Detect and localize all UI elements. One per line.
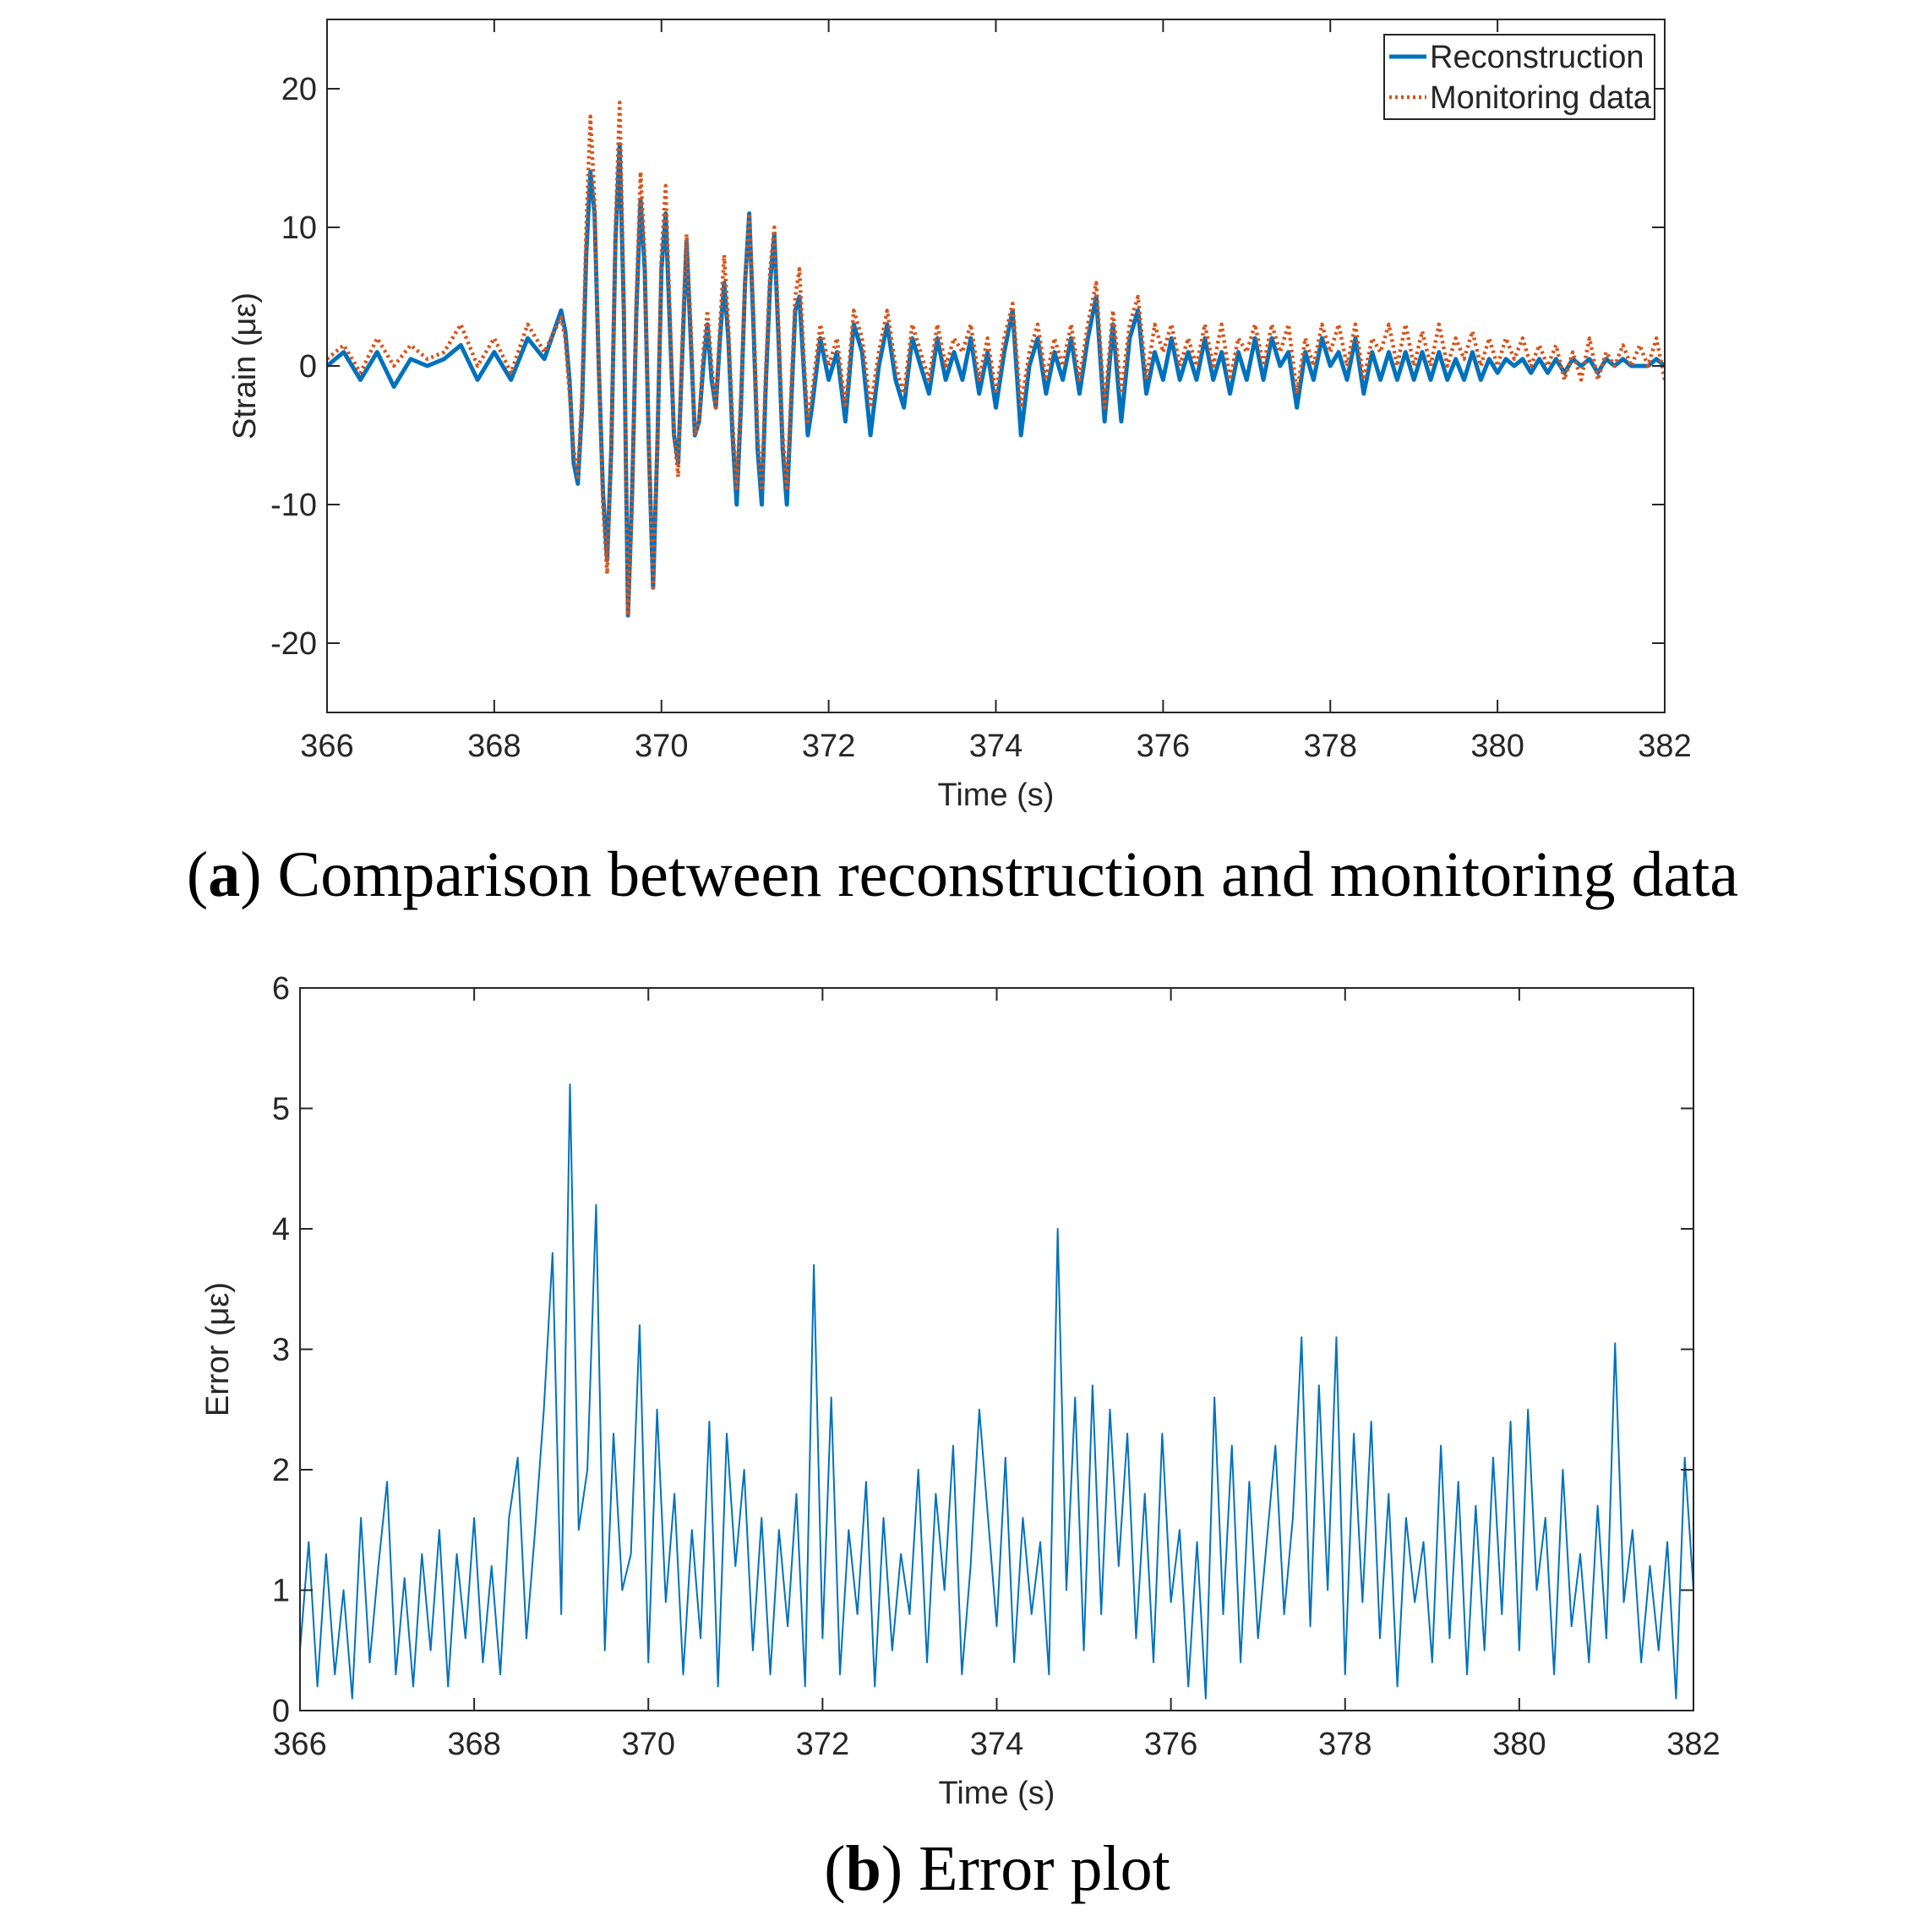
x-tick-label: 382 [1666, 1727, 1720, 1762]
y-tick-label: 0 [272, 1694, 290, 1729]
x-tick-label: 378 [1318, 1727, 1371, 1762]
x-tick-label: 370 [635, 729, 688, 764]
caption-b: (b) Error plot [824, 1833, 1170, 1904]
legend-box [1383, 34, 1655, 120]
y-tick-label: 5 [272, 1092, 290, 1127]
caption-label: a [208, 839, 240, 910]
caption-text: Error plot [919, 1833, 1170, 1904]
x-tick-label: 378 [1304, 729, 1357, 764]
plot-area [327, 19, 1665, 712]
x-tick-label: 380 [1492, 1727, 1546, 1762]
x-tick-label: 374 [970, 1727, 1023, 1762]
x-tick-label: 372 [802, 729, 855, 764]
data-line [327, 142, 1665, 618]
legend-label: Reconstruction [1430, 40, 1644, 75]
x-axis-label: Time (s) [939, 1776, 1055, 1811]
x-tick-label: 382 [1638, 729, 1691, 764]
x-tick-label: 380 [1470, 729, 1524, 764]
y-tick-label: 3 [272, 1333, 290, 1368]
legend-label: Monitoring data [1430, 80, 1652, 116]
data-line [327, 101, 1665, 618]
caption-label: b [846, 1833, 881, 1904]
caption-a: (a) Comparison between reconstruction an… [187, 839, 1738, 910]
x-tick-label: 368 [467, 729, 521, 764]
y-tick-label: 0 [299, 349, 317, 385]
y-tick-label: 4 [272, 1212, 290, 1247]
x-tick-label: 366 [273, 1727, 326, 1762]
y-tick-label: -10 [270, 488, 317, 523]
x-tick-label: 368 [447, 1727, 500, 1762]
caption-text: Comparison between reconstruction and mo… [278, 839, 1739, 910]
y-tick-label: 2 [272, 1453, 290, 1488]
y-axis-label: Error (με) [200, 1282, 236, 1416]
y-tick-label: 6 [272, 971, 290, 1007]
x-tick-label: 370 [622, 1727, 675, 1762]
plot-area [300, 988, 1693, 1711]
x-tick-label: 366 [300, 729, 353, 764]
x-axis-label: Time (s) [938, 778, 1055, 813]
y-tick-label: 10 [281, 210, 317, 246]
y-tick-label: 20 [281, 72, 317, 107]
y-axis-label: Strain (με) [227, 292, 263, 439]
plot-lines [327, 101, 1665, 618]
plot-lines [300, 1083, 1693, 1700]
x-tick-label: 376 [1144, 1727, 1197, 1762]
y-tick-label: -20 [270, 626, 317, 662]
x-tick-label: 376 [1137, 729, 1190, 764]
y-tick-label: 1 [272, 1574, 290, 1609]
x-tick-label: 372 [796, 1727, 849, 1762]
x-tick-label: 374 [969, 729, 1022, 764]
data-line [300, 1083, 1693, 1700]
